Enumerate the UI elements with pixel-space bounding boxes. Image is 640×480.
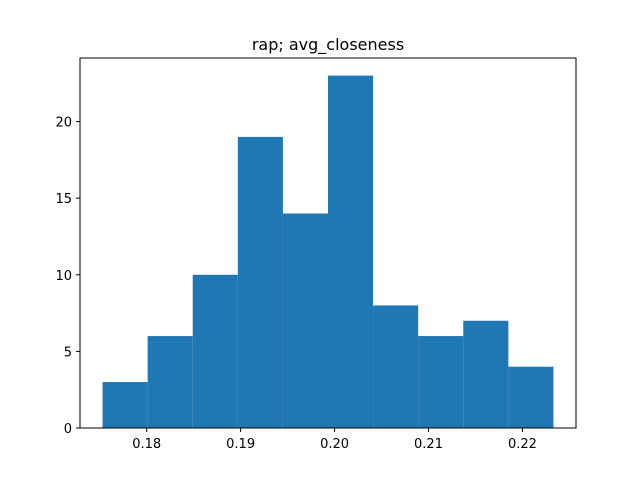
y-tick-label: 0 <box>64 422 72 437</box>
x-tick-label: 0.22 <box>508 437 537 452</box>
x-axis: 0.18 0.19 0.20 0.21 0.22 <box>132 428 537 452</box>
bars-group <box>102 75 554 428</box>
y-tick-label: 5 <box>64 345 72 360</box>
histogram-bar-6 <box>373 305 419 428</box>
x-tick-label: 0.21 <box>414 437 443 452</box>
y-tick-label: 10 <box>55 269 72 284</box>
histogram-bar-0 <box>102 382 148 428</box>
histogram-bar-9 <box>508 366 554 428</box>
plot-frame <box>79 57 577 429</box>
y-tick-label: 20 <box>55 116 72 131</box>
histogram-bar-5 <box>328 75 374 428</box>
histogram-bar-1 <box>147 336 193 428</box>
x-tick-label: 0.20 <box>320 437 349 452</box>
y-axis: 0 5 10 15 20 <box>55 116 80 437</box>
histogram-bar-8 <box>463 320 509 428</box>
chart-title: rap; avg_closeness <box>252 35 404 55</box>
x-tick-label: 0.18 <box>132 437 161 452</box>
x-tick-label: 0.19 <box>226 437 255 452</box>
histogram-bar-3 <box>237 136 283 428</box>
y-tick-label: 15 <box>55 192 72 207</box>
histogram-bar-4 <box>282 213 328 428</box>
histogram-bar-2 <box>192 274 238 428</box>
histogram-bar-7 <box>418 336 464 428</box>
